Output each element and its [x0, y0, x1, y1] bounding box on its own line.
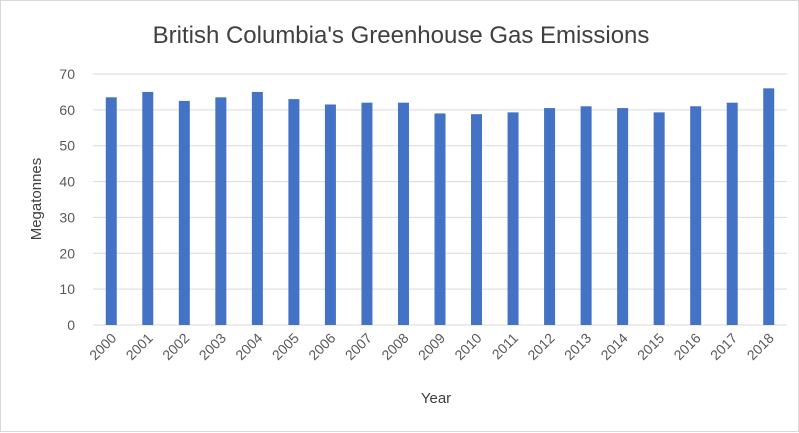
x-tick-label: 2006: [305, 330, 338, 363]
x-tick-label: 2008: [378, 330, 411, 363]
bar-2002: [178, 100, 190, 326]
y-tick-label: 10: [59, 281, 75, 297]
y-tick-label: 0: [67, 317, 75, 333]
x-tick-label: 2015: [634, 330, 667, 363]
x-tick-label: 2007: [342, 330, 375, 363]
y-axis-ticks: 0 10 20 30 40 50 60 70: [59, 66, 75, 333]
bar-2008: [397, 102, 409, 325]
bar-2016: [690, 106, 702, 326]
chart-title: British Columbia's Greenhouse Gas Emissi…: [153, 22, 650, 49]
x-tick-label: 2010: [451, 330, 484, 363]
bar-2007: [361, 102, 373, 325]
x-axis-ticks: 2000 2001 2002 2003 2004 2005 2006 2007 2008 2009…: [86, 330, 777, 363]
x-tick-label: 2018: [744, 330, 777, 363]
bar-2018: [763, 88, 775, 325]
x-axis-label: Year: [421, 390, 451, 407]
y-tick-label: 40: [59, 174, 75, 190]
bar-2013: [580, 106, 592, 326]
x-tick-label: 2002: [159, 330, 192, 363]
x-tick-label: 2011: [489, 330, 522, 363]
bar-2009: [434, 113, 446, 325]
x-tick-label: 2003: [196, 330, 229, 363]
y-tick-label: 30: [59, 209, 75, 225]
bar-2017: [726, 102, 738, 325]
x-tick-label: 2005: [269, 330, 302, 363]
x-tick-label: 2017: [707, 330, 740, 363]
bars: [105, 88, 775, 326]
x-tick-label: 2016: [670, 330, 703, 363]
x-tick-label: 2004: [232, 330, 265, 363]
bar-2015: [653, 112, 665, 325]
bar-2004: [251, 91, 263, 325]
bar-2000: [105, 97, 117, 325]
x-tick-label: 2013: [561, 330, 594, 363]
bar-2003: [215, 97, 227, 325]
x-tick-label: 2009: [415, 330, 448, 363]
x-tick-label: 2012: [524, 330, 557, 363]
x-tick-label: 2014: [597, 330, 630, 363]
bar-2006: [324, 104, 336, 325]
bar-2005: [288, 99, 300, 325]
x-tick-label: 2000: [86, 330, 119, 363]
bar-2010: [471, 114, 483, 325]
bar-2012: [544, 108, 556, 325]
x-tick-label: 2001: [123, 330, 156, 363]
y-tick-label: 50: [59, 138, 75, 154]
y-tick-label: 60: [59, 102, 75, 118]
y-tick-label: 20: [59, 245, 75, 261]
bar-2001: [142, 91, 154, 325]
y-axis-label: Megatonnes: [28, 158, 45, 241]
bar-2014: [617, 108, 629, 325]
bar-2011: [507, 112, 519, 325]
y-tick-label: 70: [59, 66, 75, 82]
